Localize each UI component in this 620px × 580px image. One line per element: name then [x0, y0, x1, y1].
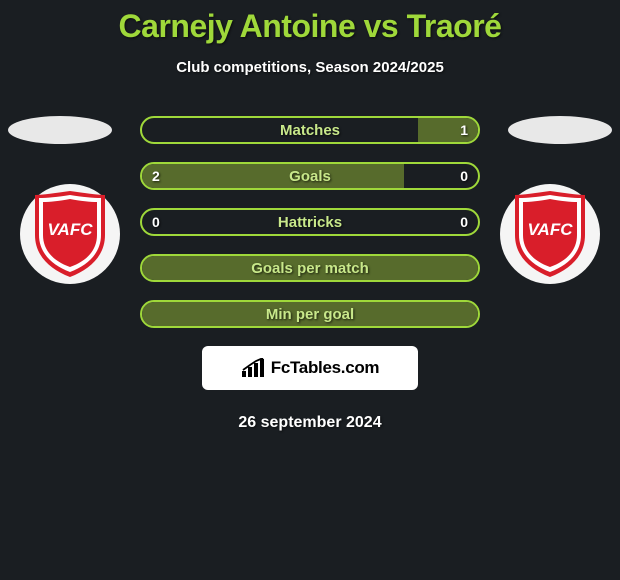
svg-text:VAFC: VAFC	[527, 220, 573, 239]
stats-area: VAFC VAFC 1Matches 20Goals 00Hattricks Goal…	[0, 116, 620, 328]
stat-row: 00Hattricks	[140, 208, 480, 236]
stat-label: Goals	[142, 168, 478, 185]
stat-row: Goals per match	[140, 254, 480, 282]
comparison-date: 26 september 2024	[0, 414, 620, 432]
shield-icon: VAFC	[515, 191, 585, 277]
comparison-title: Carnejy Antoine vs Traoré	[0, 0, 620, 45]
stat-label: Hattricks	[142, 214, 478, 231]
stat-label: Goals per match	[142, 260, 478, 277]
club-badge-left: VAFC	[20, 184, 120, 284]
chart-icon	[241, 358, 267, 378]
player-head-left	[8, 116, 112, 144]
site-label: FcTables.com	[271, 358, 380, 378]
site-badge: FcTables.com	[202, 346, 418, 390]
stat-row: 1Matches	[140, 116, 480, 144]
svg-text:VAFC: VAFC	[47, 220, 93, 239]
player-head-right	[508, 116, 612, 144]
stat-row: 20Goals	[140, 162, 480, 190]
stat-row: Min per goal	[140, 300, 480, 328]
shield-icon: VAFC	[35, 191, 105, 277]
comparison-subtitle: Club competitions, Season 2024/2025	[0, 59, 620, 76]
stat-label: Min per goal	[142, 306, 478, 323]
club-badge-right: VAFC	[500, 184, 600, 284]
stat-label: Matches	[142, 122, 478, 139]
